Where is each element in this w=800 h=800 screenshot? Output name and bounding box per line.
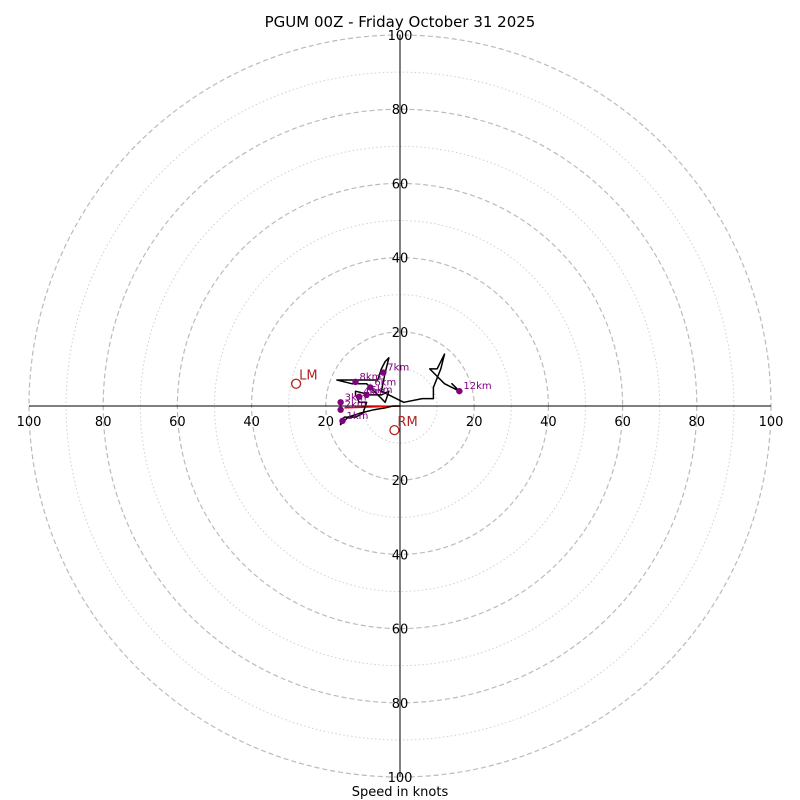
y-tick-label: 60	[392, 623, 409, 638]
x-tick-label: 20	[318, 415, 335, 430]
height-label-3km: 3km	[345, 392, 367, 403]
height-marker-2km	[337, 406, 344, 413]
storm-motion-marker-LM	[290, 378, 302, 389]
height-marker-5km	[363, 391, 370, 399]
height-marker-4km	[355, 393, 363, 400]
height-marker-12km	[456, 387, 463, 395]
height-label-7km: 7km	[387, 363, 409, 374]
height-marker-3km	[337, 399, 344, 406]
height-label-12km: 12km	[463, 381, 491, 392]
hodograph-line	[336, 353, 461, 426]
x-tick-label: 20	[466, 415, 483, 430]
height-label-1km: 1km	[346, 411, 368, 422]
x-tick-label: 60	[614, 415, 631, 430]
y-tick-label: 80	[392, 103, 409, 118]
height-marker-6km	[367, 384, 374, 391]
height-marker-7km	[380, 369, 387, 376]
chart-title: PGUM 00Z - Friday October 31 2025	[265, 13, 536, 31]
height-marker-1km	[339, 417, 346, 425]
x-tick-label: 80	[95, 415, 112, 430]
storm-motion-marker-RM	[389, 424, 400, 436]
y-tick-label: 20	[392, 474, 409, 489]
height-label-6km: 6km	[374, 377, 396, 388]
storm-motion-label-RM: RM	[397, 415, 417, 430]
x-axis-label: Speed in knots	[352, 785, 449, 800]
y-tick-label: 60	[392, 177, 409, 192]
height-label-4km: 4km	[363, 387, 385, 398]
height-marker-8km	[352, 378, 359, 386]
y-tick-label: 100	[388, 29, 413, 44]
y-tick-label: 100	[388, 771, 413, 786]
y-tick-label: 40	[392, 252, 409, 267]
height-label-5km: 5km	[371, 385, 393, 396]
storm-motion-label-LM: LM	[299, 369, 317, 384]
height-label-8km: 8km	[359, 372, 381, 383]
y-tick-label: 20	[392, 326, 409, 341]
tick-labels: 20 20 20 20 40 40 40 40 60 60 60 60 80 80 80 80 100 100 10…	[17, 29, 784, 786]
y-tick-label: 40	[392, 548, 409, 563]
height-label-2km: 2km	[345, 400, 367, 411]
x-tick-label: 80	[689, 415, 706, 430]
x-tick-label: 100	[17, 415, 42, 430]
x-tick-label: 40	[540, 415, 557, 430]
y-tick-label: 80	[392, 697, 409, 712]
x-tick-label: 60	[169, 415, 186, 430]
x-tick-label: 40	[243, 415, 260, 430]
x-tick-label: 100	[759, 415, 784, 430]
